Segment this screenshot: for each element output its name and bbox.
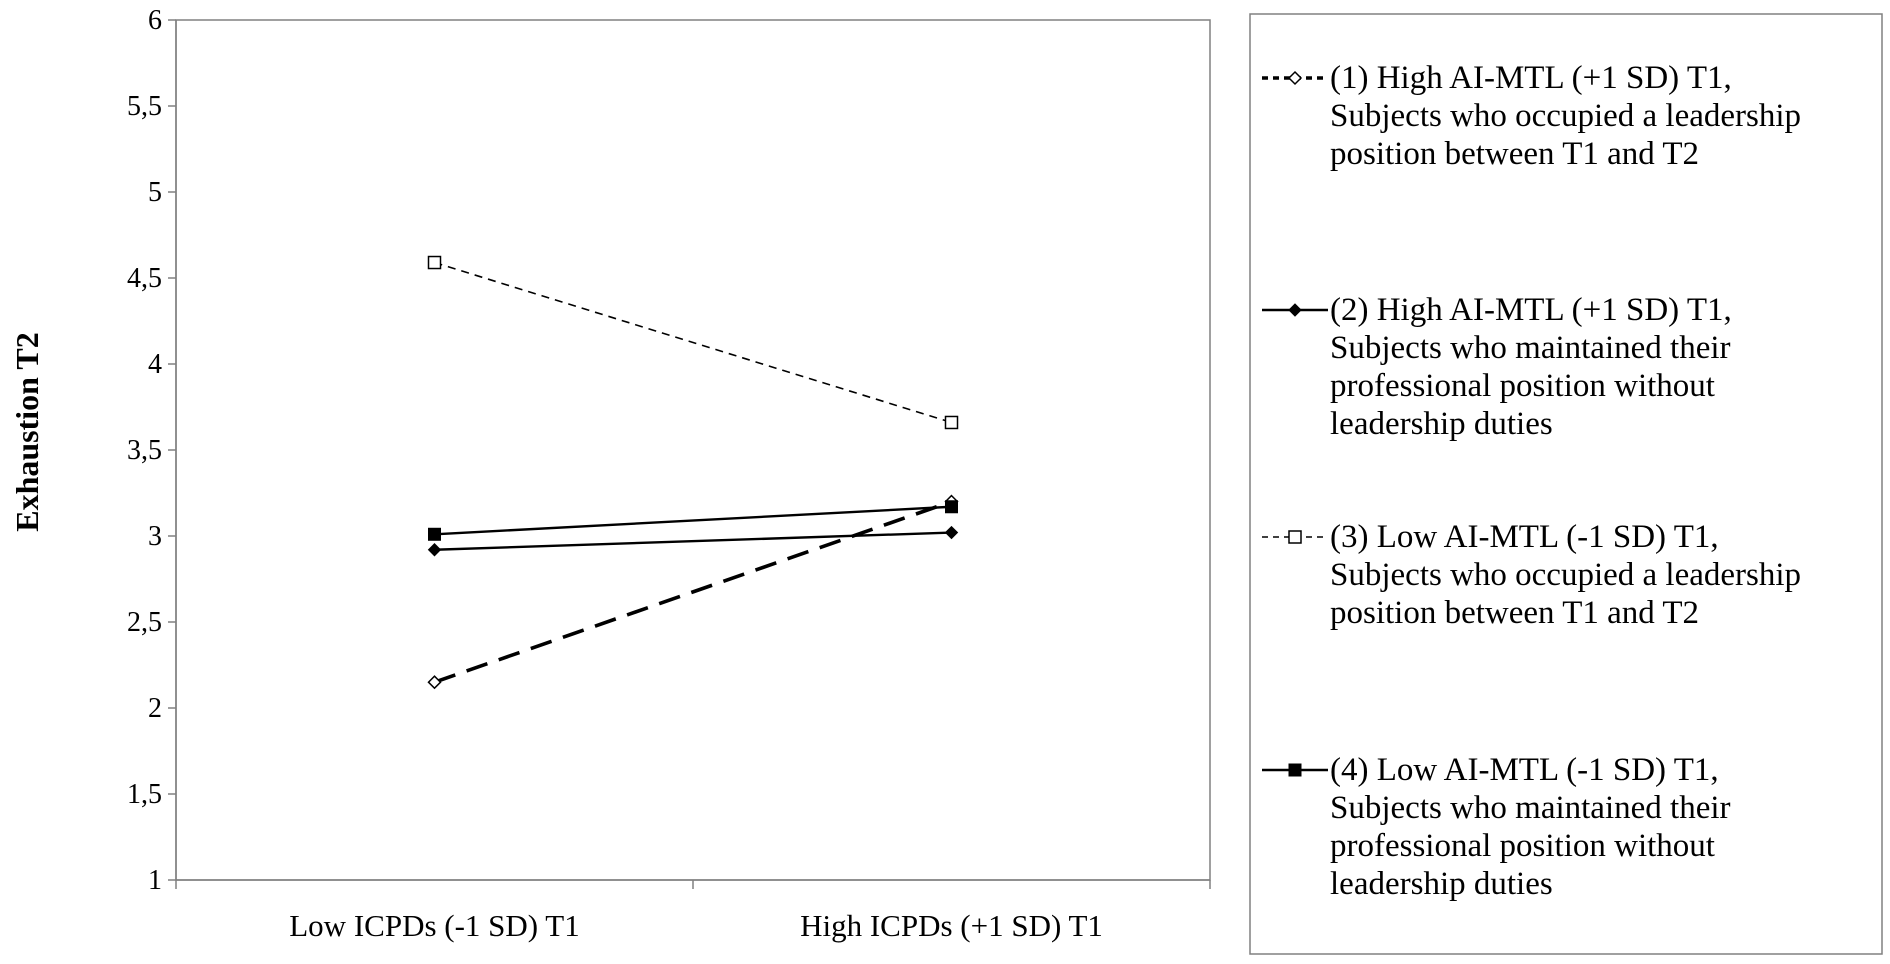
series-2-line (434, 531, 952, 551)
legend-entry-2-label: (2) High AI-MTL (+1 SD) T1, (1330, 292, 1732, 328)
y-tick-label: 3,5 (127, 435, 162, 466)
legend-entry-4-label: (4) Low AI-MTL (-1 SD) T1, (1330, 752, 1719, 788)
axes: 1 1,5 2 2,5 3 3,5 4 4,5 5 5,5 6 Low ICPDs (-1 SD) T… (127, 5, 1211, 943)
legend-entry-4-label: professional position without (1330, 828, 1715, 864)
y-axis-label-group: Exhaustion T2 (9, 332, 45, 532)
y-tick-label: 5 (148, 177, 162, 208)
series-2-point (944, 525, 959, 540)
y-tick-label: 3 (148, 521, 162, 552)
series-lines (427, 255, 959, 690)
series-3-point (427, 255, 442, 270)
y-tick-label: 1 (148, 865, 162, 896)
plot-area-border (175, 19, 1211, 881)
series-1 (427, 494, 959, 690)
series-3-line (434, 261, 952, 424)
legend-entry-1-label: Subjects who occupied a leadership (1330, 98, 1801, 134)
legend-entry-2-label: professional position without (1330, 368, 1715, 404)
series-4-point (428, 527, 441, 541)
legend-entry-1-label: (1) High AI-MTL (+1 SD) T1, (1330, 60, 1732, 96)
legend-entry-1-marker (1287, 70, 1303, 86)
y-tick-label: 5,5 (127, 91, 162, 122)
legend-entry-4-label: Subjects who maintained their (1330, 790, 1731, 826)
legend-entry-3-label: Subjects who occupied a leadership (1330, 557, 1801, 593)
series-3 (427, 255, 959, 430)
legend-entry-2-label: leadership duties (1330, 406, 1553, 442)
series-4 (428, 500, 958, 541)
series-4-line (434, 505, 952, 536)
legend-entry-3-label: position between T1 and T2 (1330, 595, 1699, 631)
series-2-point (427, 543, 442, 557)
y-tick-label: 6 (148, 5, 162, 36)
y-tick-label: 4,5 (127, 263, 162, 294)
series-4-point (945, 500, 958, 514)
y-tick-label: 2 (148, 693, 162, 724)
legend-entry-4-marker (1288, 763, 1302, 777)
legend-border (1249, 13, 1883, 955)
series-1-line (433, 499, 953, 684)
series-1-point (427, 675, 442, 690)
x-tick-label: High ICPDs (+1 SD) T1 (800, 908, 1103, 943)
legend-entry-1: (1) High AI-MTL (+1 SD) T1,Subjects who … (1262, 60, 1801, 172)
series-2 (427, 525, 959, 557)
y-tick-label: 2,5 (127, 607, 162, 638)
legend-entry-4-label: leadership duties (1330, 866, 1553, 902)
y-tick-label: 4 (148, 349, 162, 380)
x-tick-label: Low ICPDs (-1 SD) T1 (289, 908, 580, 943)
y-tick-label: 1,5 (127, 779, 162, 810)
legend-entry-3-marker (1288, 530, 1302, 544)
legend-entry-2-label: Subjects who maintained their (1330, 330, 1731, 366)
series-3-point (944, 415, 959, 430)
y-axis-label: Exhaustion T2 (9, 332, 45, 532)
legend-entry-2: (2) High AI-MTL (+1 SD) T1,Subjects who … (1262, 292, 1732, 442)
legend-entry-4: (4) Low AI-MTL (-1 SD) T1,Subjects who m… (1262, 752, 1731, 902)
legend-entry-3-label: (3) Low AI-MTL (-1 SD) T1, (1330, 519, 1719, 555)
legend-entry-1-label: position between T1 and T2 (1330, 136, 1699, 172)
legend-entry-3: (3) Low AI-MTL (-1 SD) T1,Subjects who o… (1262, 519, 1801, 631)
legend-entry-2-marker (1288, 303, 1302, 317)
legend: (1) High AI-MTL (+1 SD) T1,Subjects who … (1249, 13, 1883, 955)
